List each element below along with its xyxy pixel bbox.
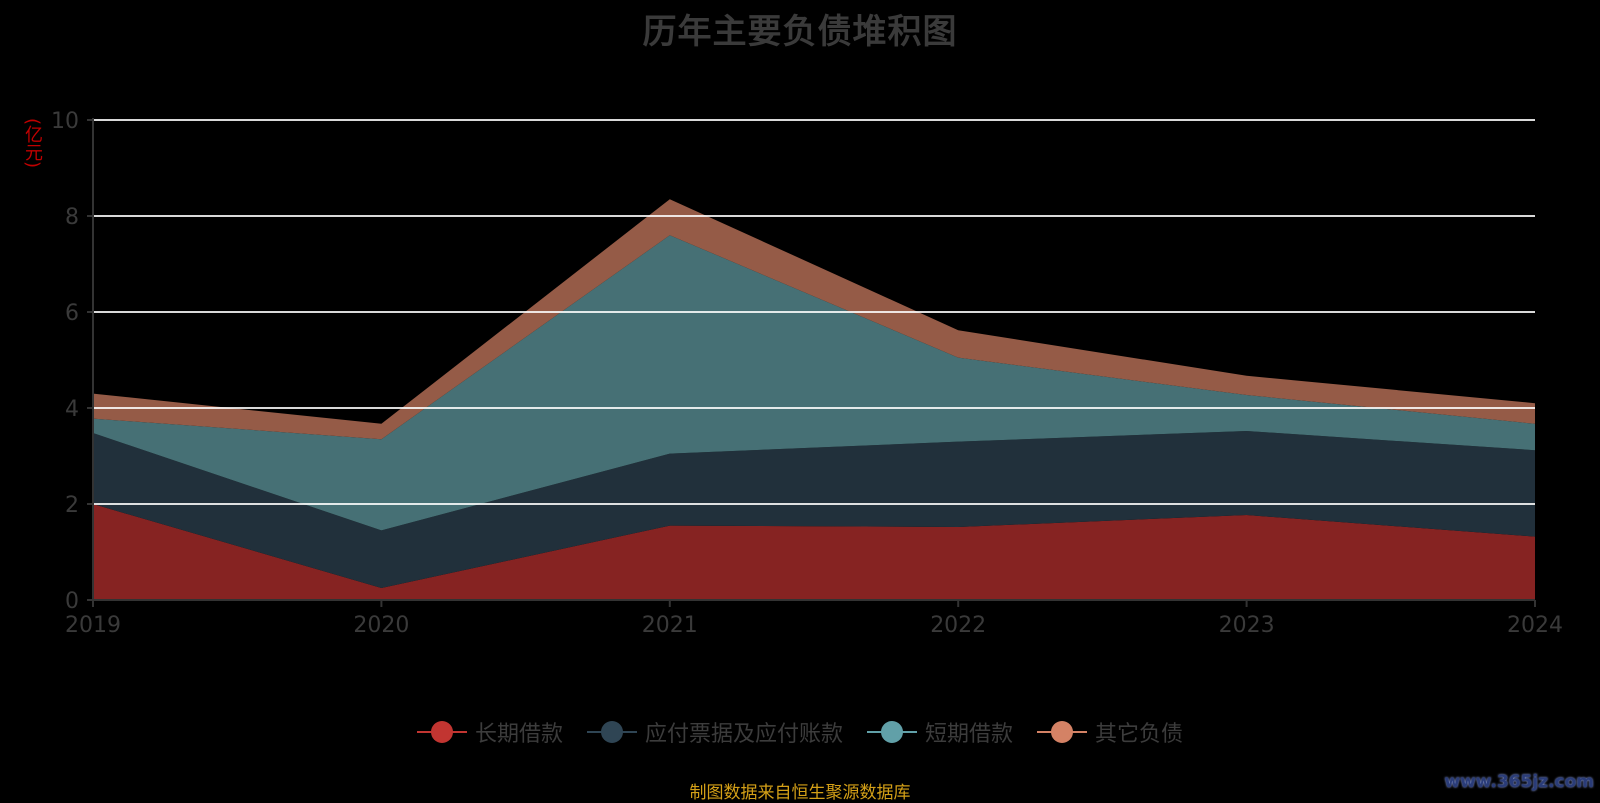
legend-label: 其它负债	[1095, 722, 1184, 747]
axis-layer: 0 2 4 6 8 10 2019 2020 2021 2022 2023 2024	[51, 109, 1563, 638]
y-tick-label: 2	[65, 493, 79, 518]
watermark-text: www.365jz.com	[1444, 772, 1594, 792]
grid-layer	[93, 119, 1535, 505]
x-tick-label: 2019	[65, 613, 121, 638]
area-series-2[interactable]	[93, 431, 1535, 588]
x-tick-label: 2022	[930, 613, 986, 638]
legend-item-4[interactable]: 其它负债	[1037, 716, 1183, 748]
y-tick-label: 0	[65, 589, 79, 614]
legend-item-2[interactable]: 应付票据及应付账款	[586, 716, 843, 748]
chart-title: 历年主要负债堆积图	[642, 12, 958, 52]
x-tick-label: 2023	[1219, 613, 1275, 638]
x-tick-label: 2020	[353, 613, 409, 638]
y-tick-label: 6	[65, 301, 79, 326]
x-tick-label: 2021	[642, 613, 698, 638]
legend-label: 短期借款	[925, 722, 1014, 747]
data-source-note: 制图数据来自恒生聚源数据库	[689, 783, 911, 803]
y-tick-label: 10	[51, 109, 79, 134]
area-series-4[interactable]	[93, 199, 1535, 440]
legend-marker-icon	[586, 719, 637, 745]
legend-marker-icon	[416, 719, 467, 745]
legend: 长期借款 应付票据及应付账款 短期借款 其它负债	[0, 716, 1600, 748]
area-series-3[interactable]	[93, 235, 1535, 531]
legend-label: 长期借款	[474, 722, 563, 747]
legend-marker-icon	[867, 719, 917, 745]
legend-item-3[interactable]: 短期借款	[867, 716, 1013, 748]
y-axis-unit-label: (亿元)	[22, 118, 43, 169]
area-series-1[interactable]	[93, 504, 1535, 600]
y-tick-label: 4	[65, 397, 79, 422]
legend-item-1[interactable]: 长期借款	[416, 716, 563, 748]
y-tick-label: 8	[65, 205, 79, 230]
legend-marker-icon	[1037, 719, 1088, 745]
area-layer	[93, 199, 1535, 600]
legend-label: 应付票据及应付账款	[644, 722, 843, 747]
x-tick-label: 2024	[1507, 613, 1563, 638]
